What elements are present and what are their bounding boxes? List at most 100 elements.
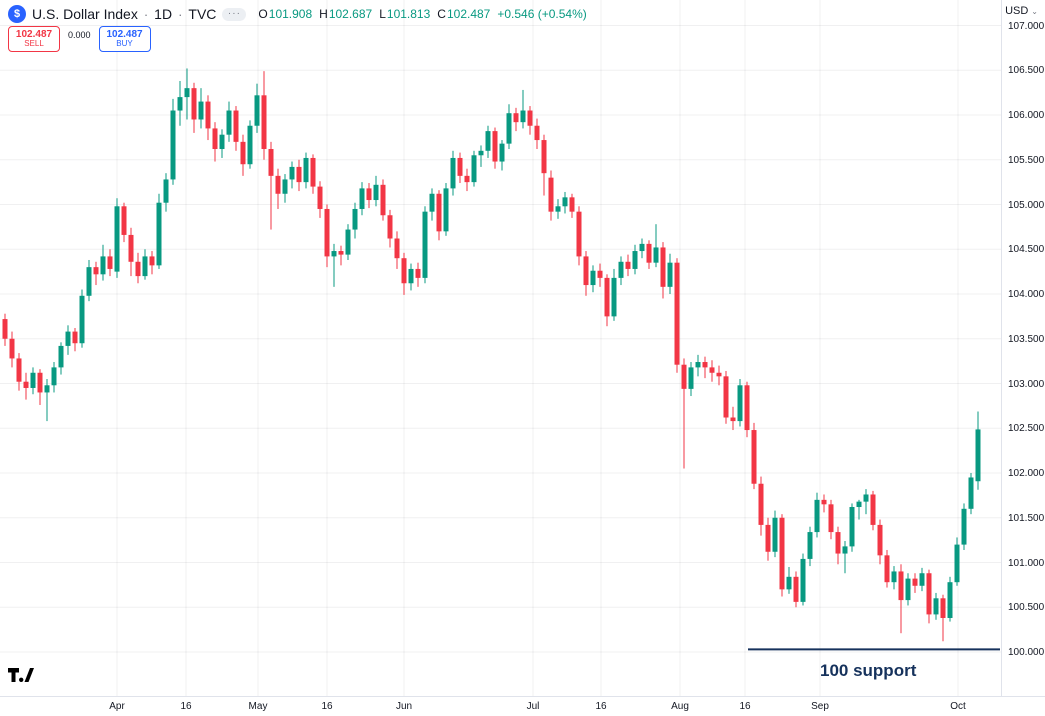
time-axis[interactable]: Apr 16 May 16 Jun Jul 16 Aug 16 Sep Oct	[0, 696, 1045, 716]
candle-body	[443, 188, 449, 232]
candle-body	[961, 508, 967, 545]
candle-body	[667, 262, 673, 287]
candle-body	[422, 211, 428, 278]
candle-body	[898, 571, 904, 601]
candle-body	[723, 376, 729, 418]
price-tick-label: 106.000	[1008, 110, 1045, 121]
candle-body	[905, 578, 911, 601]
timeframe-label[interactable]: 1D	[154, 6, 173, 22]
candle-body	[303, 157, 309, 183]
candle-body	[9, 338, 15, 359]
candle-body	[380, 184, 386, 216]
time-tick-label: May	[248, 701, 268, 712]
candle-body	[730, 417, 736, 422]
candle-body	[247, 125, 253, 165]
candle-body	[863, 494, 869, 502]
time-tick-label: Apr	[109, 701, 125, 712]
candle-body	[933, 598, 939, 615]
candle-body	[926, 573, 932, 615]
candle-body	[226, 110, 232, 135]
candle-body	[401, 258, 407, 284]
candle-body	[345, 229, 351, 255]
buy-label: BUY	[116, 39, 133, 49]
candle-body	[975, 429, 981, 482]
price-tick-label: 100.000	[1008, 647, 1045, 658]
candle-body	[233, 110, 239, 142]
candle-body	[296, 166, 302, 183]
candle-body	[142, 256, 148, 277]
candle-body	[114, 206, 120, 272]
candle-body	[772, 517, 778, 552]
time-tick-label: Jul	[526, 701, 540, 712]
candle-body	[58, 345, 64, 368]
candle-body	[177, 97, 183, 111]
candle-body	[352, 208, 358, 230]
tradingview-logo-icon	[8, 668, 34, 682]
candle-body	[548, 177, 554, 212]
close-label: C	[437, 7, 446, 21]
candle-body	[758, 483, 764, 525]
candle-body	[198, 101, 204, 120]
candle-body	[310, 157, 316, 187]
chart-canvas[interactable]	[0, 0, 1001, 696]
candle-body	[625, 261, 631, 269]
sell-button[interactable]: 102.487 SELL	[8, 26, 60, 52]
candle-body	[856, 501, 862, 508]
tradingview-logo[interactable]	[8, 668, 34, 691]
symbol-title[interactable]: U.S. Dollar Index	[32, 6, 138, 22]
support-annotation[interactable]: 100 support	[820, 661, 917, 680]
candle-body	[429, 193, 435, 212]
sell-label: SELL	[24, 39, 44, 49]
candle-body	[23, 381, 29, 388]
candle-wick	[522, 89, 524, 129]
exchange-label: TVC	[188, 6, 217, 22]
candle-body	[324, 208, 330, 257]
price-axis[interactable]: 107.000 106.500 106.000 105.500 105.000 104.5…	[1001, 0, 1045, 696]
candle-body	[660, 247, 666, 287]
candle-body	[163, 179, 169, 203]
candle-body	[891, 571, 897, 583]
price-tick-label: 107.000	[1008, 20, 1045, 32]
price-tick-label: 102.500	[1008, 423, 1045, 435]
candle-body	[968, 477, 974, 509]
legend-more-button[interactable]: ···	[222, 7, 247, 21]
trade-panel: 102.487 SELL 0.000 102.487 BUY	[8, 26, 151, 52]
candle-body	[457, 157, 463, 176]
candle-body	[779, 517, 785, 590]
candle-body	[373, 184, 379, 201]
candle-body	[170, 110, 176, 180]
candle-body	[44, 385, 50, 393]
candle-body	[37, 372, 43, 393]
candle-body	[366, 188, 372, 201]
candle-body	[702, 362, 708, 368]
candle-body	[135, 261, 141, 277]
price-tick-label: 102.000	[1008, 468, 1045, 479]
candle-body	[562, 197, 568, 207]
currency-selector[interactable]: USD ⌄	[1002, 4, 1041, 18]
candle-body	[121, 206, 127, 235]
separator-dot: ·	[143, 6, 149, 22]
time-tick-label: Jun	[395, 701, 413, 712]
candle-body	[800, 558, 806, 602]
candle-wick	[480, 145, 482, 167]
candle-body	[604, 277, 610, 317]
buy-price: 102.487	[106, 29, 143, 41]
candle-body	[940, 598, 946, 618]
candle-body	[765, 524, 771, 552]
sell-price: 102.487	[15, 29, 53, 41]
candle-body	[695, 362, 701, 368]
candle-body	[674, 262, 680, 365]
buy-button[interactable]: 102.487 BUY	[98, 26, 151, 52]
candle-body	[709, 367, 715, 373]
candle-body	[128, 234, 134, 262]
spread-value: 0.000	[68, 30, 91, 40]
candle-body	[191, 88, 197, 120]
price-tick-label: 101.000	[1008, 557, 1045, 569]
price-tick-label: 105.000	[1008, 199, 1045, 211]
candle-body	[184, 88, 190, 98]
candle-body	[240, 141, 246, 165]
change-value: +0.546 (+0.54%)	[497, 7, 587, 21]
candle-body	[317, 186, 323, 209]
candle-body	[212, 128, 218, 150]
